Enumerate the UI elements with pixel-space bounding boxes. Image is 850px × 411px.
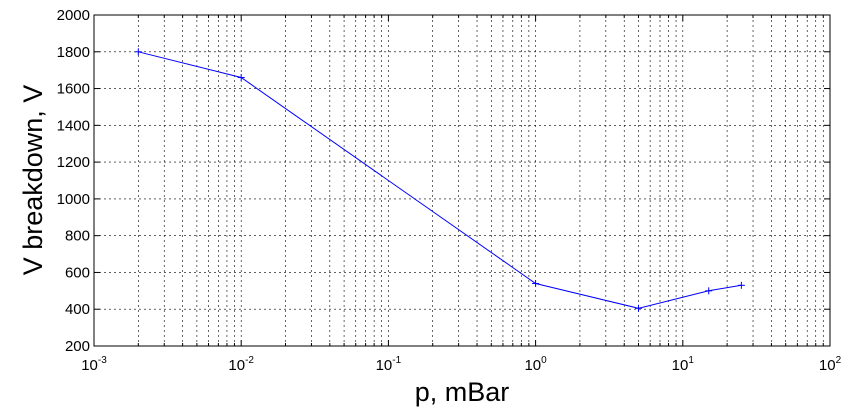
plot-frame: [93, 14, 831, 347]
series-line: [138, 51, 742, 309]
data-series: [134, 48, 745, 312]
y-tick-label: 1000: [57, 191, 90, 208]
y-tick-label: 2000: [57, 7, 90, 24]
x-tick-label: 10-1: [376, 355, 402, 374]
data-point-marker: [705, 287, 713, 295]
data-point-marker: [532, 279, 540, 287]
axis-ticks: [93, 14, 831, 347]
x-tick-label: 10-3: [81, 355, 107, 374]
y-tick-label: 600: [65, 264, 90, 281]
x-tick-label: 100: [524, 355, 547, 374]
plot-area: [94, 15, 830, 346]
data-point-marker: [634, 304, 642, 312]
y-tick-label: 1200: [57, 154, 90, 171]
data-point-marker: [237, 74, 245, 82]
y-tick-label: 800: [65, 228, 90, 245]
x-tick-label: 102: [819, 355, 842, 374]
y-tick-label: 1400: [57, 117, 90, 134]
y-tick-labels: 200 400 600 800 1000 1200 1400 1600 1800 2000: [57, 7, 90, 355]
x-tick-label: 10-2: [228, 355, 254, 374]
y-tick-label: 400: [65, 301, 90, 318]
grid: [94, 15, 830, 346]
x-axis-title: p, mBar: [415, 377, 510, 407]
x-tick-label: 101: [672, 355, 695, 374]
y-axis-title: V breakdown, V: [18, 85, 48, 276]
y-tick-label: 1600: [57, 81, 90, 98]
x-tick-labels: 10-3 10-2 10-1 100 101 102: [81, 355, 841, 374]
data-point-marker: [134, 48, 142, 56]
y-tick-label: 1800: [57, 44, 90, 61]
data-point-marker: [737, 281, 745, 289]
y-tick-label: 200: [65, 338, 90, 355]
